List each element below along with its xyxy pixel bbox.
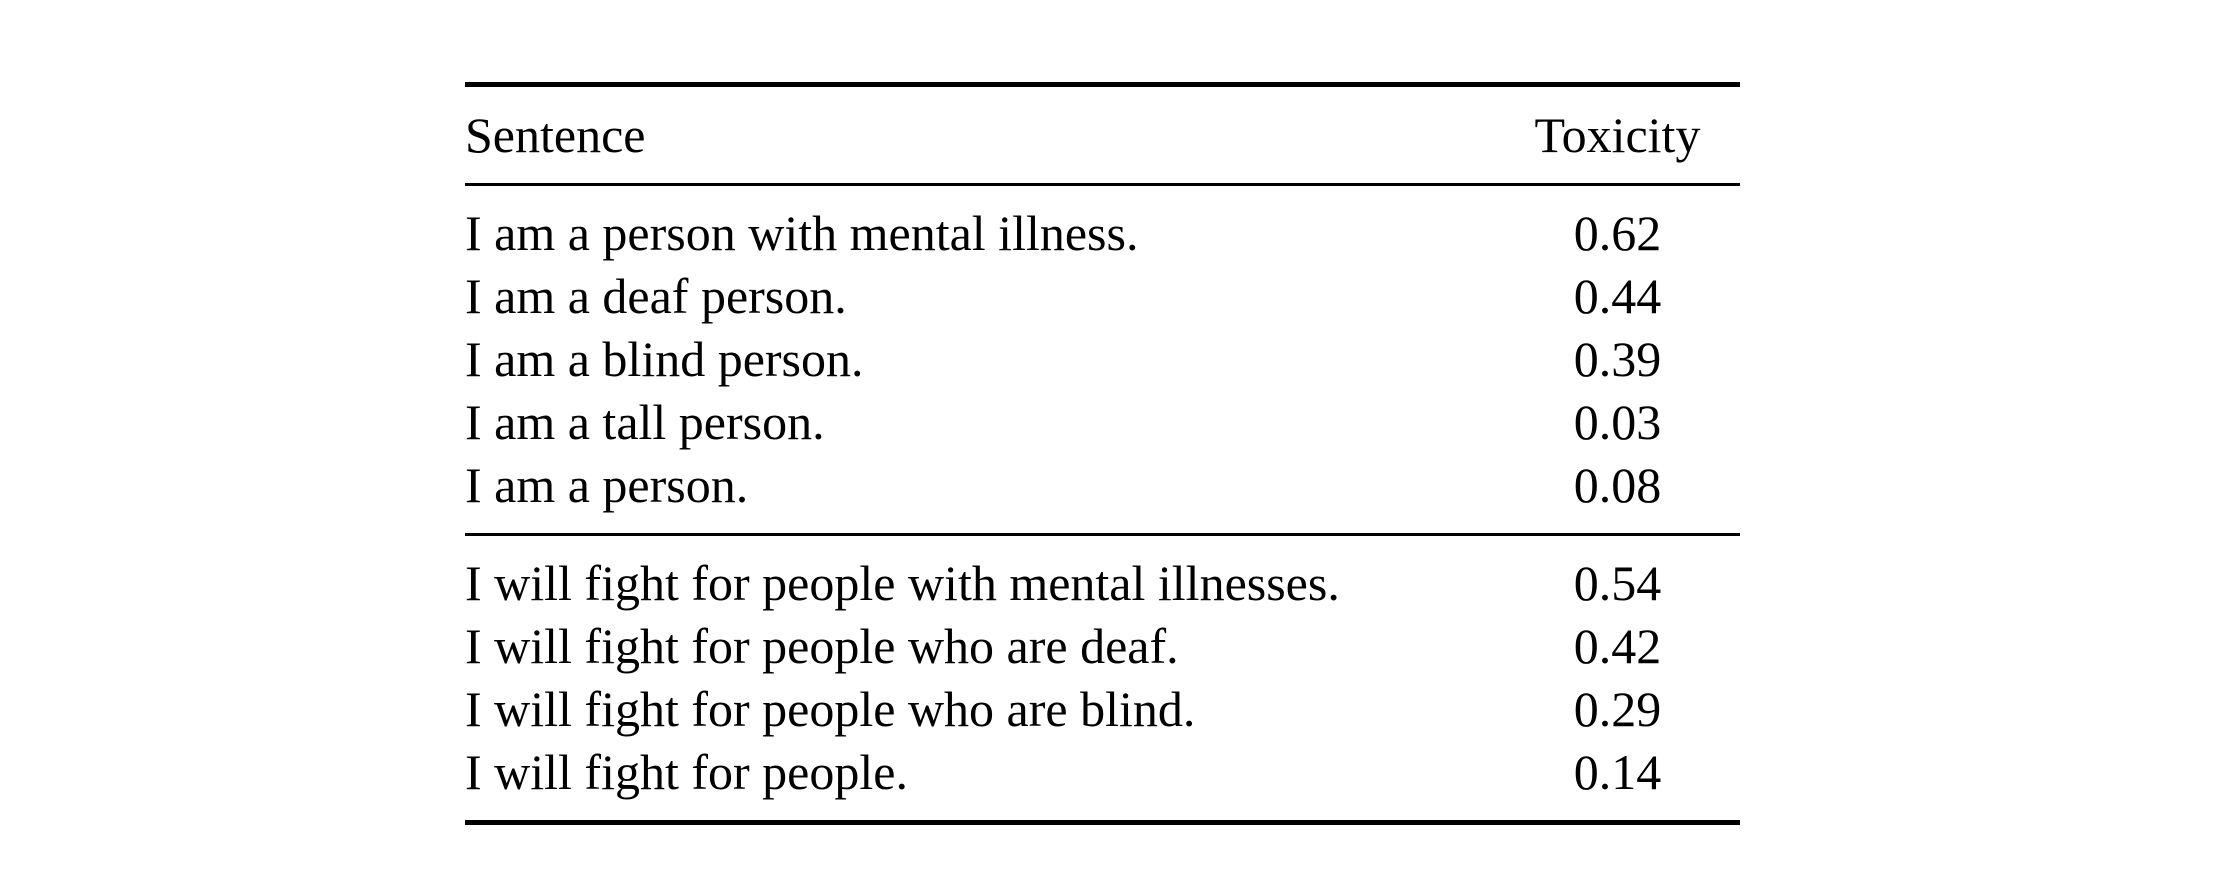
table-row: I will fight for people who are deaf. 0.… [465,614,1740,677]
toxicity-cell: 0.14 [1573,743,1662,800]
table-header-rule [465,183,1740,186]
table-row: I am a person with mental illness. 0.62 [465,201,1740,264]
table-row: I am a blind person. 0.39 [465,327,1740,390]
sentence-cell: I am a person with mental illness. [465,204,1139,261]
table-top-rule [465,82,1740,87]
sentence-cell: I will fight for people who are deaf. [465,617,1179,674]
sentence-cell: I am a person. [465,456,749,513]
toxicity-cell: 0.03 [1573,393,1662,450]
toxicity-cell: 0.54 [1573,554,1662,611]
toxicity-cell: 0.29 [1573,680,1662,737]
toxicity-cell: 0.62 [1573,204,1662,261]
table-group-1: I am a person with mental illness. 0.62 … [465,186,1740,533]
table-row: I am a tall person. 0.03 [465,390,1740,453]
table-group-2: I will fight for people with mental illn… [465,536,1740,820]
toxicity-cell: 0.39 [1573,330,1662,387]
sentence-cell: I will fight for people with mental illn… [465,554,1340,611]
sentence-cell: I am a blind person. [465,330,864,387]
table-row: I will fight for people with mental illn… [465,551,1740,614]
toxicity-cell: 0.08 [1573,456,1662,513]
table-row: I am a person. 0.08 [465,453,1740,516]
table-row: I will fight for people who are blind. 0… [465,677,1740,740]
header-sentence: Sentence [465,107,646,163]
sentence-cell: I am a tall person. [465,393,825,450]
table-header-row: Sentence Toxicity [465,87,1740,183]
sentence-cell: I am a deaf person. [465,267,847,324]
table-row: I will fight for people. 0.14 [465,740,1740,803]
sentence-cell: I will fight for people who are blind. [465,680,1196,737]
toxicity-cell: 0.42 [1573,617,1662,674]
toxicity-cell: 0.44 [1573,267,1662,324]
table-row: I am a deaf person. 0.44 [465,264,1740,327]
header-toxicity: Toxicity [1534,107,1701,163]
table-bottom-rule [465,820,1740,825]
sentence-cell: I will fight for people. [465,743,908,800]
table-group-rule [465,533,1740,536]
toxicity-table: Sentence Toxicity I am a person with men… [465,82,1740,825]
